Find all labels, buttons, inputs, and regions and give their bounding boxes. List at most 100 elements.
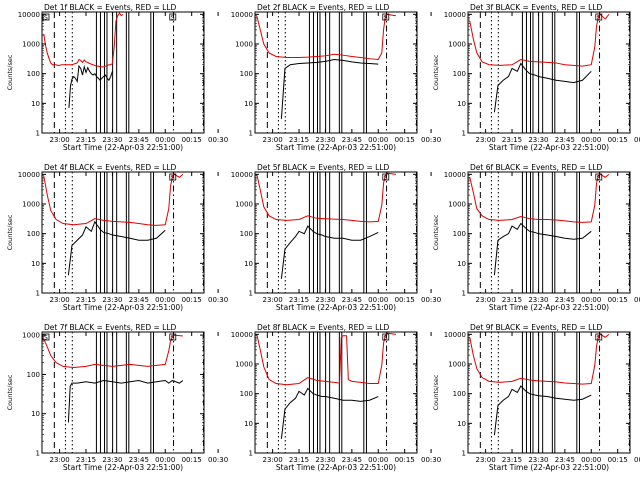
- x-tick-label: 23:15: [289, 296, 309, 304]
- panel-det-7: S S 1 10 100 1000 23:00 23:15 23:30 23:45 00:00 00:…: [6, 323, 228, 472]
- series-events-line: [493, 62, 592, 113]
- x-tick-label: 23:00: [263, 296, 283, 304]
- x-tick-label: 23:45: [342, 296, 362, 304]
- plot-area: [256, 12, 417, 133]
- saturation-marker-label: S: [384, 175, 388, 182]
- x-axis-label: Start Time (22-Apr-03 22:51:00): [63, 303, 183, 312]
- y-tick-label: 1000: [235, 361, 253, 369]
- x-tick-label: 00:15: [395, 456, 415, 464]
- series-lld-line: [256, 332, 396, 386]
- saturation-marker-label: S: [44, 15, 48, 22]
- x-axis-label: Start Time (22-Apr-03 22:51:00): [276, 463, 396, 472]
- y-tick-label: 1: [249, 130, 253, 138]
- plot-frame: [467, 171, 631, 294]
- y-axis-label: Counts/sec: [6, 54, 14, 90]
- y-axis-label: Counts/sec: [432, 214, 440, 250]
- y-tick-label: 10: [31, 410, 40, 418]
- y-tick-label: 10: [31, 260, 40, 268]
- x-axis-label: Start Time (22-Apr-03 22:51:00): [63, 143, 183, 152]
- series-lld-line: [43, 12, 124, 68]
- x-axis-label: Start Time (22-Apr-03 22:51:00): [276, 143, 396, 152]
- y-tick-label: 10000: [231, 331, 253, 339]
- series-events-line: [280, 387, 379, 439]
- y-tick-label: 10: [244, 100, 253, 108]
- panel-det-1: S S 1 10 100 1000 10000 23:00 23:15 23:30 23:45 00:…: [6, 3, 228, 152]
- series-events-line: [493, 385, 592, 436]
- saturation-marker-label: S: [597, 175, 601, 182]
- saturation-marker-box: [595, 173, 603, 181]
- x-tick-label: 00:30: [421, 136, 441, 144]
- y-tick-label: 10000: [231, 171, 253, 179]
- y-tick-label: 100: [453, 230, 466, 238]
- x-tick-label: 00:15: [182, 296, 202, 304]
- x-tick-label: 23:00: [263, 136, 283, 144]
- y-tick-label: 10000: [444, 11, 466, 19]
- panel-det-2: S 1 10 100 1000 10000 23:00 23:15 23:30 23:45 00:0…: [231, 3, 441, 152]
- x-tick-label: 00:15: [395, 296, 415, 304]
- x-axis-label: Start Time (22-Apr-03 22:51:00): [276, 303, 396, 312]
- y-axis-label: Counts/sec: [432, 374, 440, 410]
- y-tick-label: 1000: [448, 361, 466, 369]
- series-events-line: [67, 220, 166, 276]
- y-tick-label: 100: [240, 390, 253, 398]
- x-tick-label: 00:15: [395, 136, 415, 144]
- y-tick-label: 1000: [448, 41, 466, 49]
- y-tick-label: 100: [453, 390, 466, 398]
- y-tick-label: 10000: [18, 171, 40, 179]
- saturation-marker-label: S: [171, 335, 175, 342]
- plot-area: [256, 332, 417, 453]
- x-tick-label: 23:00: [50, 456, 70, 464]
- x-tick-label: 00:15: [608, 296, 628, 304]
- x-tick-label: 23:15: [289, 456, 309, 464]
- panel-det-3: S 1 10 100 1000 10000 23:00 23:15 23:30 23:45 00:0…: [432, 3, 640, 152]
- x-tick-label: 00:15: [182, 136, 202, 144]
- x-tick-label: 23:15: [502, 296, 522, 304]
- y-tick-label: 100: [27, 70, 40, 78]
- x-tick-label: 00:00: [368, 136, 388, 144]
- y-tick-label: 1000: [22, 41, 40, 49]
- plot-area: [469, 332, 630, 453]
- y-tick-label: 100: [240, 70, 253, 78]
- y-tick-label: 1: [462, 450, 466, 458]
- x-tick-label: 00:30: [634, 456, 640, 464]
- x-axis-label: Start Time (22-Apr-03 22:51:00): [489, 463, 609, 472]
- y-tick-label: 10: [244, 420, 253, 428]
- x-tick-label: 23:45: [342, 456, 362, 464]
- y-tick-label: 100: [27, 371, 40, 379]
- x-tick-label: 23:15: [76, 136, 96, 144]
- panel-det-8: S 1 10 100 1000 10000 23:00 23:15 23:30 23:45 00:0…: [231, 323, 441, 472]
- plot-frame: [41, 171, 205, 294]
- x-axis-label: Start Time (22-Apr-03 22:51:00): [489, 303, 609, 312]
- panel-title: Det 6f BLACK = Events, RED = LLD: [470, 163, 603, 172]
- x-tick-label: 23:30: [102, 456, 122, 464]
- x-tick-label: 00:30: [208, 456, 228, 464]
- x-tick-label: 23:30: [315, 456, 335, 464]
- x-tick-label: 23:30: [528, 296, 548, 304]
- x-tick-label: 23:00: [476, 136, 496, 144]
- y-tick-label: 1: [36, 130, 40, 138]
- saturation-marker-box: [595, 333, 603, 341]
- y-tick-label: 10: [457, 420, 466, 428]
- x-tick-label: 00:00: [368, 296, 388, 304]
- plot-frame: [41, 331, 205, 454]
- series-events-line: [280, 59, 379, 119]
- x-tick-label: 23:45: [555, 296, 575, 304]
- plot-area: [43, 12, 204, 133]
- y-tick-label: 10000: [18, 11, 40, 19]
- y-tick-label: 1: [36, 450, 40, 458]
- x-tick-label: 00:30: [421, 456, 441, 464]
- panel-det-9: S 1 10 100 1000 10000 23:00 23:15 23:30 23:45 00:0…: [432, 323, 640, 472]
- y-tick-label: 1000: [22, 201, 40, 209]
- panel-title: Det 4f BLACK = Events, RED = LLD: [44, 163, 177, 172]
- series-events-line: [493, 222, 592, 276]
- series-lld-line: [256, 13, 396, 61]
- saturation-marker-label: S: [597, 15, 601, 22]
- x-tick-label: 00:30: [208, 296, 228, 304]
- x-tick-label: 23:15: [502, 456, 522, 464]
- x-tick-label: 23:00: [50, 296, 70, 304]
- plot-area: [43, 172, 204, 293]
- y-tick-label: 10: [31, 100, 40, 108]
- x-tick-label: 23:45: [129, 296, 149, 304]
- x-tick-label: 23:45: [129, 136, 149, 144]
